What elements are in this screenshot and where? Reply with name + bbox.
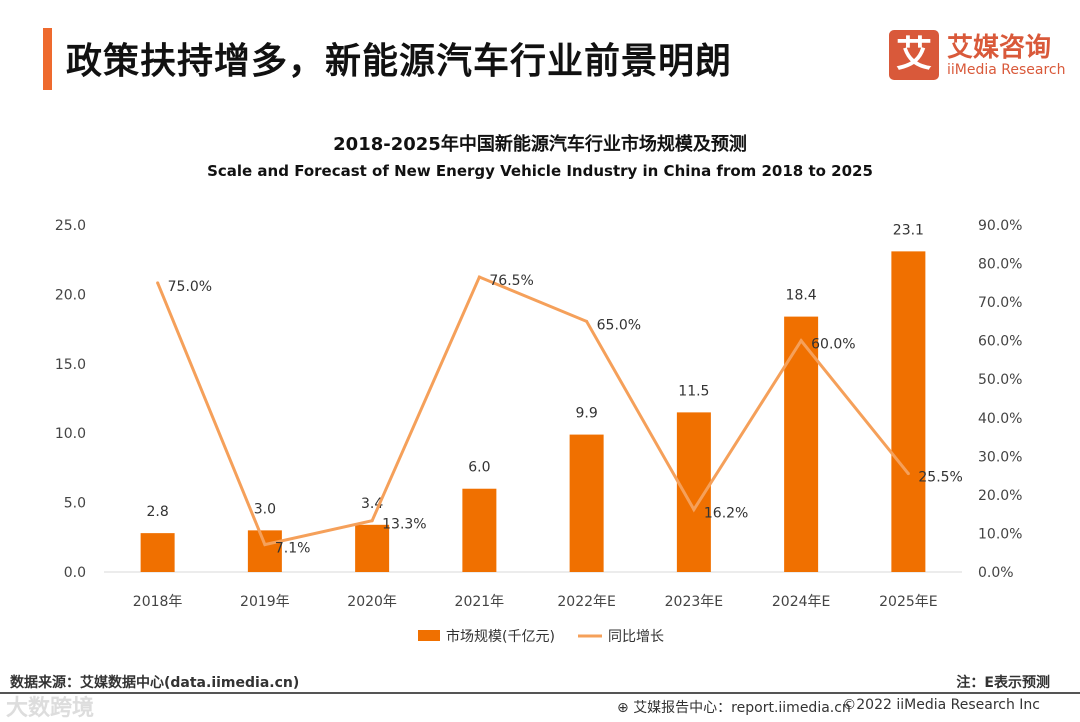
bar-label: 2.8 [146, 504, 168, 520]
bar-label: 23.1 [893, 222, 924, 238]
copyright: ©2022 iiMedia Research Inc [842, 697, 1040, 713]
y-right-tick: 80.0% [978, 257, 1022, 273]
chart-title: 2018-2025年中国新能源汽车行业市场规模及预测 [333, 134, 747, 155]
legend-bar-label: 市场规模(千亿元) [446, 628, 555, 645]
y-right-tick: 30.0% [978, 449, 1022, 465]
x-tick: 2018年 [133, 594, 183, 610]
bar-label: 6.0 [468, 460, 490, 476]
page-title: 政策扶持增多，新能源汽车行业前景明朗 [66, 41, 733, 82]
legend-line-label: 同比增长 [608, 629, 664, 645]
logo-en: iiMedia Research [947, 62, 1066, 78]
y-left-tick: 0.0 [64, 565, 86, 581]
line-point [906, 472, 910, 476]
y-left-tick: 25.0 [55, 218, 86, 234]
line-label: 75.0% [168, 279, 212, 295]
bar [569, 434, 604, 572]
y-right-tick: 40.0% [978, 411, 1022, 427]
bar [891, 251, 926, 572]
x-tick: 2019年 [240, 594, 290, 610]
y-left-tick: 20.0 [55, 287, 86, 303]
y-right-tick: 70.0% [978, 295, 1022, 311]
bar [462, 488, 497, 572]
report-link[interactable]: ⊕ 艾媒报告中心：report.iimedia.cn [617, 697, 851, 717]
legend-bar-swatch [418, 630, 440, 641]
line-point [263, 543, 267, 547]
y-left-tick: 5.0 [64, 496, 86, 512]
line-label: 60.0% [811, 337, 855, 353]
report-text: 艾媒报告中心：report.iimedia.cn [633, 700, 851, 716]
bar-label: 9.9 [575, 406, 597, 422]
y-right-tick: 10.0% [978, 526, 1022, 542]
growth-line [156, 275, 910, 547]
chart-subtitle: Scale and Forecast of New Energy Vehicle… [207, 162, 873, 180]
line-point [692, 508, 696, 512]
line-point [477, 275, 481, 279]
bar [140, 533, 175, 572]
title-accent-bar [43, 28, 52, 90]
line-label: 65.0% [597, 317, 641, 333]
bar-label: 18.4 [786, 288, 817, 304]
bar [355, 524, 390, 572]
line-point [585, 319, 589, 323]
logo-mark: 艾 [889, 30, 939, 80]
forecast-note: 注：E表示预测 [956, 675, 1050, 691]
line-point [156, 281, 160, 285]
logo-cn: 艾媒咨询 [947, 33, 1052, 63]
line-label: 13.3% [382, 517, 426, 533]
y-left-tick: 15.0 [55, 357, 86, 373]
x-tick: 2020年 [347, 594, 397, 610]
x-tick: 2024年E [772, 594, 830, 610]
footer-divider [0, 692, 1080, 694]
y-right-tick: 60.0% [978, 334, 1022, 350]
x-tick: 2021年 [455, 594, 505, 610]
line-point [370, 519, 374, 523]
y-right-tick: 90.0% [978, 218, 1022, 234]
x-tick: 2023年E [665, 594, 723, 610]
x-tick: 2022年E [557, 594, 615, 610]
iimedia-logo: 艾 艾媒咨询 iiMedia Research [889, 30, 1066, 82]
line-point [799, 339, 803, 343]
globe-icon: ⊕ [617, 700, 629, 716]
line-label: 16.2% [704, 506, 748, 522]
bar [247, 530, 282, 572]
watermark: 大数跨境 [6, 696, 95, 721]
y-right-tick: 0.0% [978, 565, 1014, 581]
line-label: 76.5% [489, 273, 533, 289]
y-left-tick: 10.0 [55, 426, 86, 442]
y-right-tick: 20.0% [978, 488, 1022, 504]
y-right-tick: 50.0% [978, 372, 1022, 388]
bar-label: 11.5 [678, 383, 709, 399]
bar-label: 3.0 [254, 501, 276, 517]
x-tick: 2025年E [879, 594, 937, 610]
source-note: 数据来源：艾媒数据中心(data.iimedia.cn) [10, 675, 300, 691]
line-label: 7.1% [275, 541, 311, 557]
line-label: 25.5% [918, 470, 962, 486]
